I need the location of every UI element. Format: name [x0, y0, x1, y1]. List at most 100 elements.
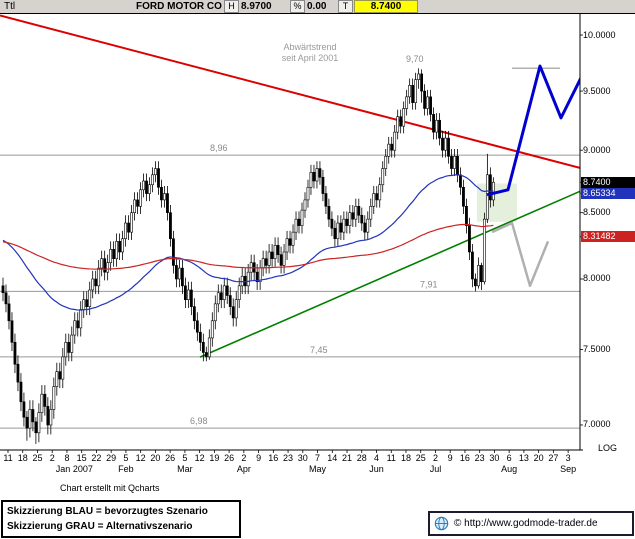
candle-body — [375, 193, 379, 201]
candle-body — [327, 205, 331, 220]
candle-body — [207, 337, 211, 358]
candle-body — [73, 320, 77, 336]
candle-body — [103, 258, 107, 273]
candle-body — [4, 292, 8, 305]
candle-body — [133, 199, 136, 213]
candle-body — [318, 168, 322, 178]
candle-body — [387, 143, 391, 157]
candle-body — [10, 320, 14, 343]
candle-body — [330, 218, 334, 229]
candle-body — [297, 218, 301, 226]
candle-body — [459, 174, 462, 188]
candle-body — [315, 168, 319, 182]
candle-body — [402, 108, 406, 127]
month-label: Jul — [429, 464, 442, 474]
candle-body — [34, 421, 38, 434]
candle-body — [70, 334, 74, 353]
candle-body — [288, 238, 292, 246]
candle-body — [372, 193, 376, 207]
candle-body — [85, 299, 89, 307]
candle-body — [477, 265, 480, 287]
candle-body — [336, 222, 340, 240]
candle-body — [390, 143, 394, 151]
candle-body — [19, 381, 23, 403]
candle-body — [348, 212, 352, 226]
candle-body — [145, 180, 148, 194]
candle-body — [121, 238, 125, 253]
candle-body — [482, 218, 486, 283]
candle-body — [462, 186, 465, 207]
candle-body — [178, 267, 181, 280]
candle-body — [234, 299, 238, 319]
candle-body — [465, 205, 468, 226]
candle-body — [216, 292, 220, 305]
candle-body — [154, 168, 157, 176]
candle-body — [264, 258, 268, 266]
candle-body — [426, 96, 429, 109]
copyright-text: © http://www.godmode-trader.de — [454, 518, 598, 529]
candle-body — [312, 171, 316, 182]
candle-body — [100, 258, 104, 269]
high-field-value: 8.9700 — [241, 1, 272, 12]
candle-body — [198, 331, 202, 343]
candle-body — [118, 241, 122, 253]
month-label: Jan 2007 — [55, 464, 93, 474]
candle-body — [414, 79, 418, 103]
candle-body — [201, 341, 205, 353]
candle-body — [228, 295, 232, 307]
candle-body — [219, 292, 223, 300]
candle-body — [130, 212, 133, 233]
candle-body — [285, 238, 289, 253]
candle-body — [142, 180, 145, 191]
candle-body — [417, 73, 421, 80]
candle-body — [109, 249, 113, 264]
candle-body — [37, 412, 41, 434]
candle-body — [468, 225, 471, 253]
high-field-label: H — [224, 0, 239, 13]
candle-body — [82, 299, 86, 310]
annotation-text: Abwärtstrend — [283, 42, 336, 52]
peak-price-label: 9,70 — [406, 54, 424, 64]
candle-body — [64, 341, 68, 358]
copyright-box: © http://www.godmode-trader.de — [428, 511, 634, 536]
candle-body — [222, 285, 226, 300]
candle-body — [213, 303, 217, 322]
candles — [1, 68, 495, 444]
candle-body — [294, 218, 298, 233]
candle-body — [282, 251, 286, 266]
candle-body — [94, 278, 98, 287]
candle-body — [67, 341, 71, 353]
candle-body — [106, 262, 110, 273]
candle-body — [181, 267, 184, 287]
candle-body — [22, 401, 26, 418]
candle-body — [261, 258, 265, 269]
candle-body — [237, 285, 241, 300]
candle-body — [429, 96, 432, 115]
candle-body — [163, 193, 166, 201]
candle-body — [357, 205, 361, 216]
candle-body — [363, 222, 367, 233]
candle-body — [456, 155, 459, 176]
panel-title: Ttl — [4, 1, 16, 12]
candle-body — [267, 251, 271, 266]
candle-body — [40, 393, 44, 413]
candle-body — [488, 174, 492, 201]
candle-body — [1, 285, 5, 294]
candle-body — [88, 289, 92, 307]
last-price-field: 8.7400 — [354, 0, 418, 13]
candle-body — [405, 96, 409, 109]
candle-body — [55, 371, 59, 387]
candle-body — [438, 119, 441, 139]
candle-body — [360, 214, 364, 224]
candle-body — [115, 241, 119, 259]
candle-body — [97, 267, 101, 287]
legend-line-blue: Skizzierung BLAU = bevorzugtes Szenario — [7, 506, 208, 517]
candle-body — [166, 193, 169, 213]
candle-body — [186, 289, 190, 300]
candle-body — [273, 245, 277, 259]
candle-body — [157, 168, 160, 188]
month-label: Jun — [369, 464, 384, 474]
level-label: 7,45 — [310, 345, 328, 355]
